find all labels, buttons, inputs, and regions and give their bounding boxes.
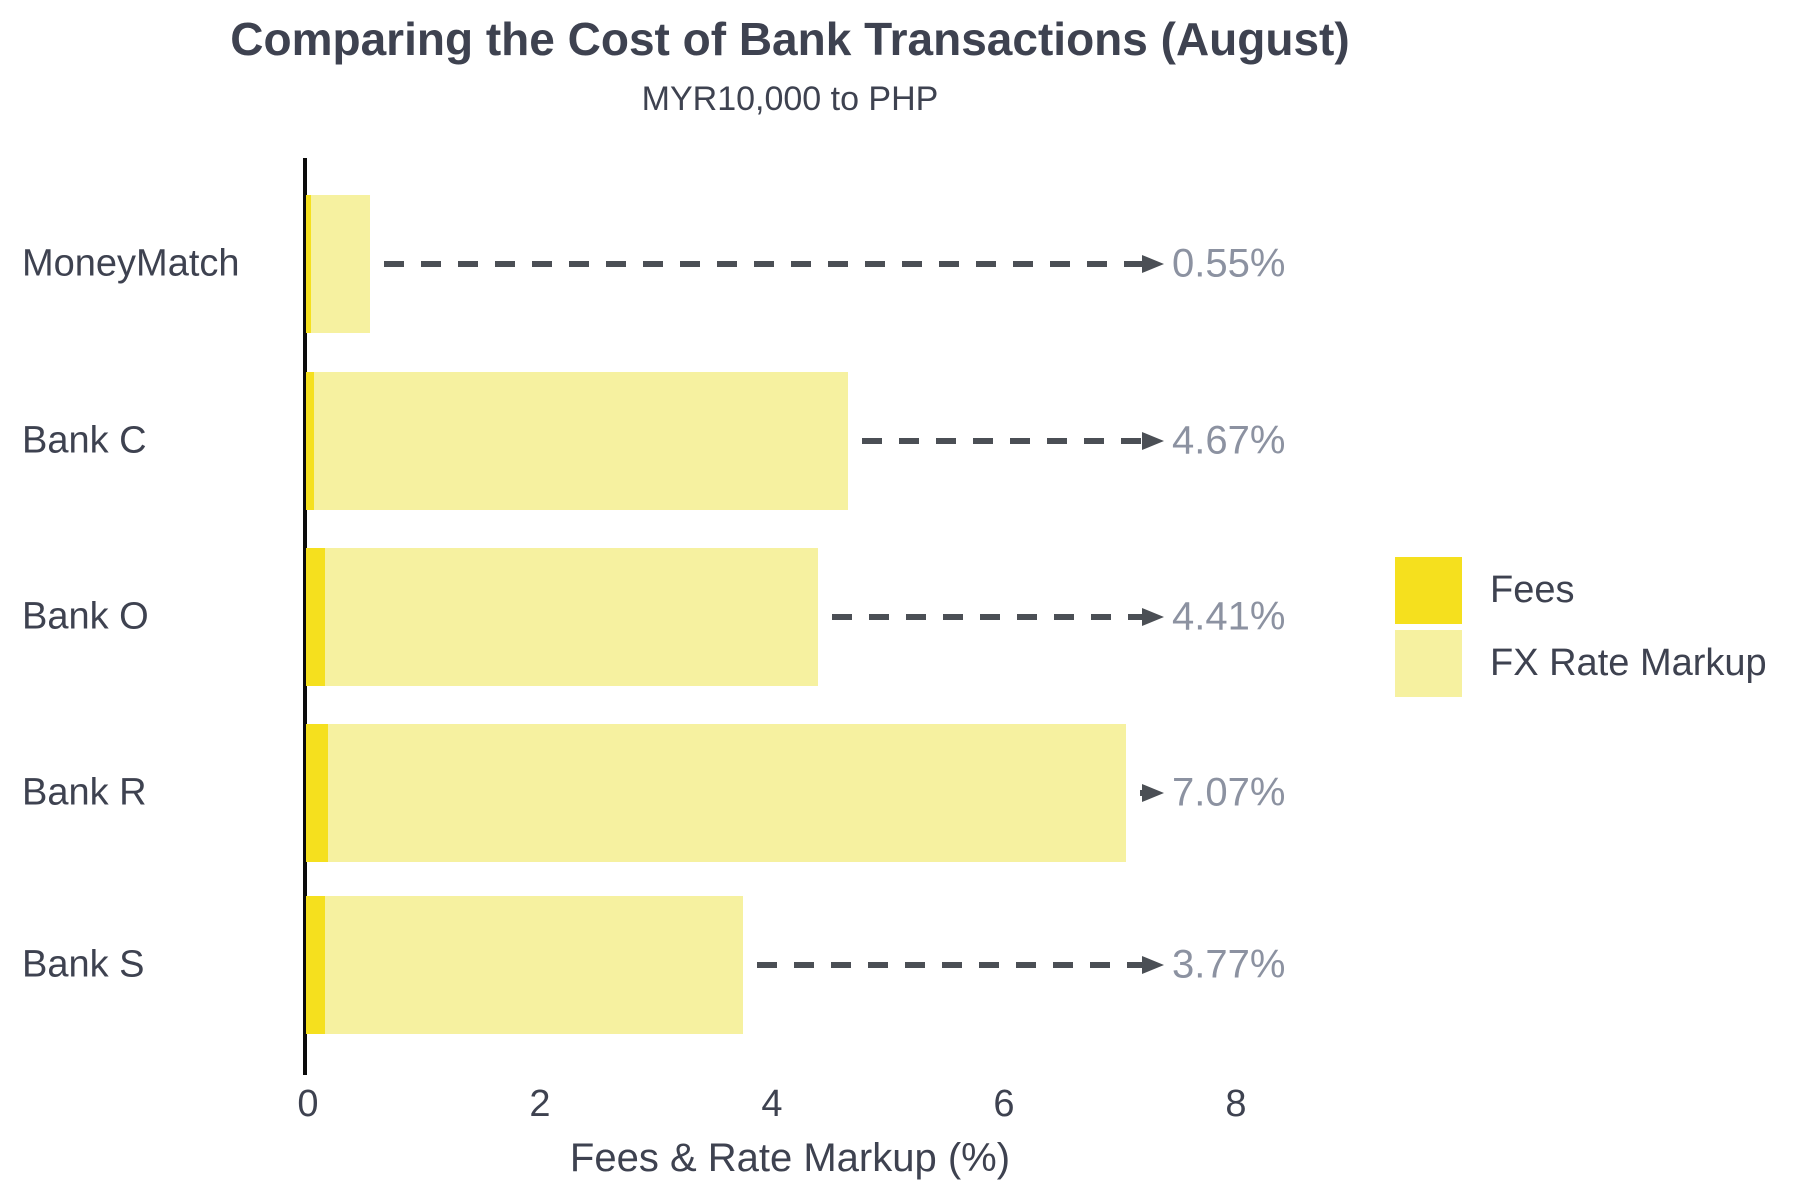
dashed-arrow-line <box>1140 790 1142 796</box>
category-label: Bank C <box>22 419 147 462</box>
category-label: MoneyMatch <box>22 242 240 285</box>
x-tick-label: 6 <box>993 1083 1015 1125</box>
bar-segment-fx-rate-markup <box>324 896 744 1034</box>
category-label: Bank S <box>22 943 145 986</box>
category-label: Bank O <box>22 595 149 638</box>
legend-swatch <box>1395 630 1462 697</box>
bar-segment-fees <box>306 548 325 686</box>
dashed-arrow-line <box>831 614 1142 620</box>
x-tick-label: 4 <box>761 1083 783 1125</box>
arrow-head-icon <box>1142 255 1164 273</box>
x-tick-label: 0 <box>297 1083 319 1125</box>
bar <box>306 548 818 686</box>
dashed-arrow-line <box>757 962 1142 968</box>
legend-label: Fees <box>1490 569 1575 611</box>
bar-segment-fx-rate-markup <box>324 548 818 686</box>
bar <box>306 896 744 1034</box>
total-value-label: 4.67% <box>1172 418 1286 463</box>
arrow-head-icon <box>1142 784 1164 802</box>
chart-subtitle: MYR10,000 to PHP <box>641 80 939 118</box>
dashed-arrow-line <box>861 438 1142 444</box>
bar <box>306 724 1127 862</box>
total-value-label: 0.55% <box>1172 241 1286 286</box>
chart-title: Comparing the Cost of Bank Transactions … <box>230 13 1350 65</box>
x-tick-label: 8 <box>1225 1083 1247 1125</box>
legend-item: FX Rate Markup <box>1395 630 1767 697</box>
arrow-head-icon <box>1142 432 1164 450</box>
legend-label: FX Rate Markup <box>1490 642 1767 684</box>
dashed-arrow-line <box>383 261 1142 267</box>
bar-segment-fx-rate-markup <box>328 724 1127 862</box>
bar <box>306 372 848 510</box>
x-tick-label: 2 <box>529 1083 551 1125</box>
legend-item: Fees <box>1395 557 1767 624</box>
arrow-head-icon <box>1142 608 1164 626</box>
legend-swatch <box>1395 557 1462 624</box>
bar-segment-fees <box>306 724 329 862</box>
category-label: Bank R <box>22 771 147 814</box>
x-axis-title: Fees & Rate Markup (%) <box>569 1136 1011 1180</box>
bar-segment-fx-rate-markup <box>314 372 848 510</box>
arrow-head-icon <box>1142 956 1164 974</box>
y-axis-line <box>303 158 307 1075</box>
legend: Fees FX Rate Markup <box>1395 557 1767 703</box>
total-value-label: 4.41% <box>1172 594 1286 639</box>
bar-segment-fx-rate-markup <box>310 195 370 333</box>
bar-segment-fees <box>306 195 311 333</box>
bar-segment-fees <box>306 896 325 1034</box>
total-value-label: 3.77% <box>1172 942 1286 987</box>
total-value-label: 7.07% <box>1172 770 1286 815</box>
bar <box>306 195 370 333</box>
bar-segment-fees <box>306 372 315 510</box>
